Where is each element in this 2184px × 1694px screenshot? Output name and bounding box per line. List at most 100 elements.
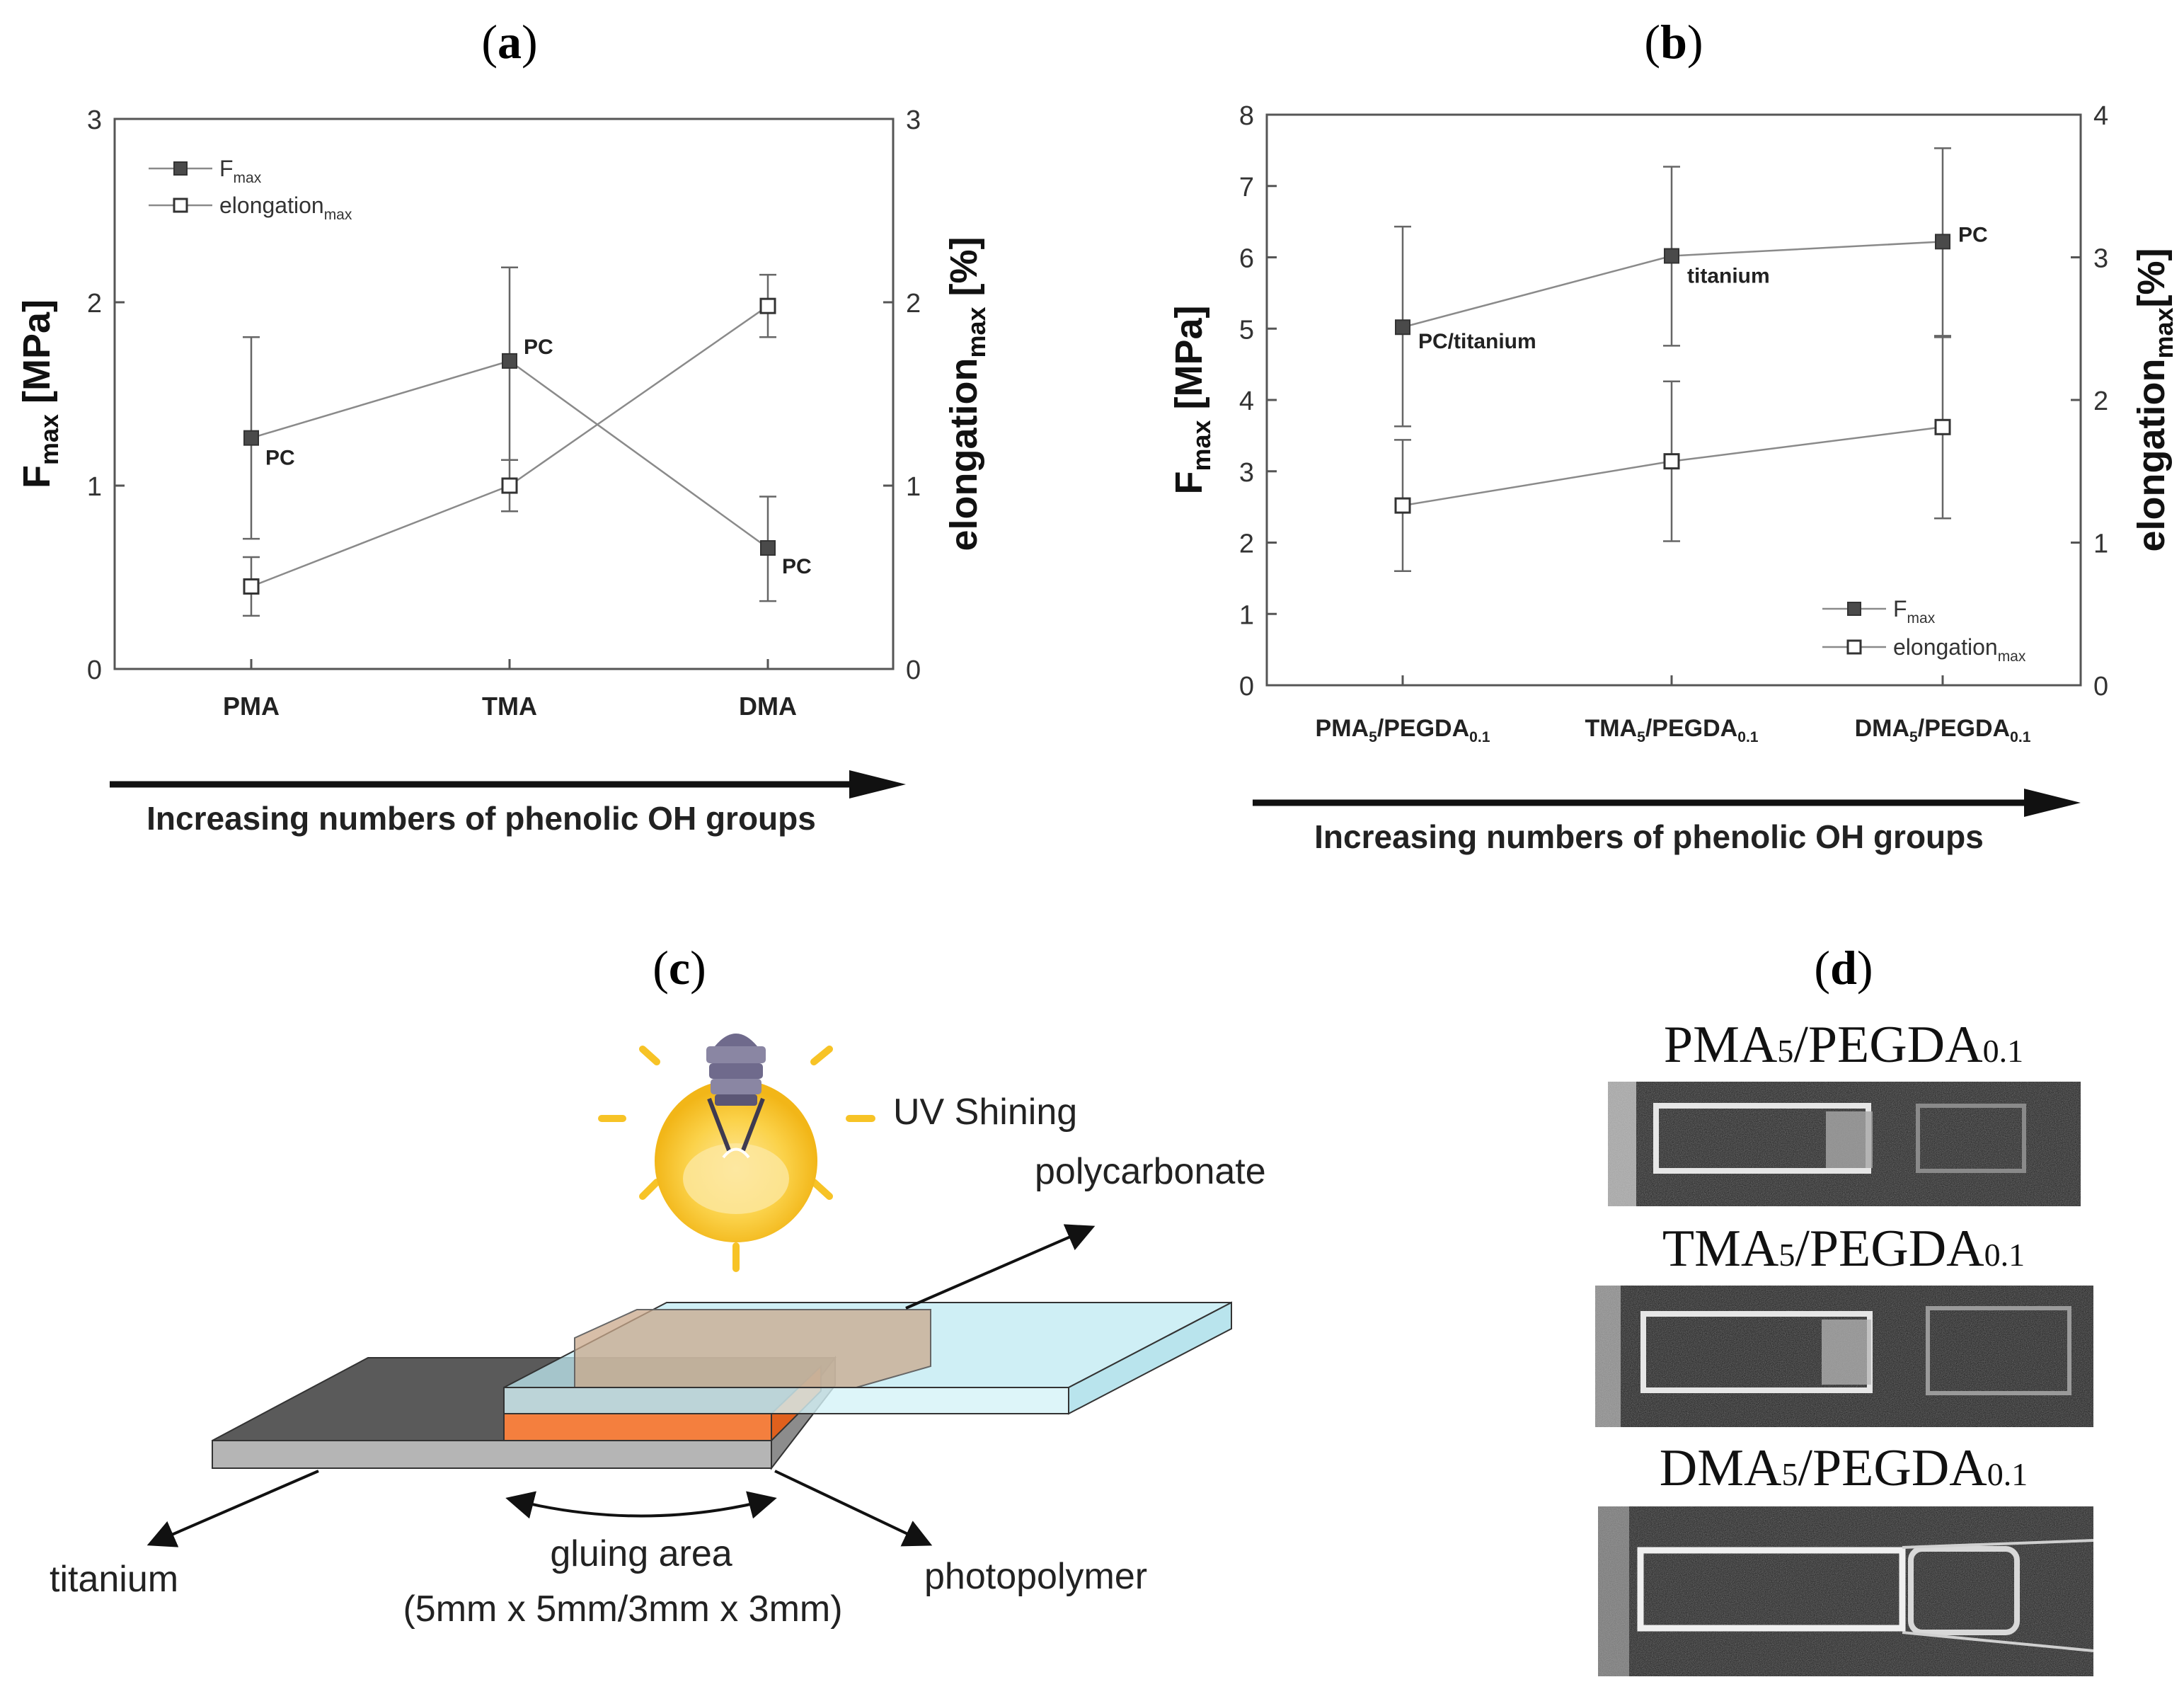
category-main: /PEGDA [1645, 715, 1737, 742]
point-annotation: PC [1958, 223, 1988, 246]
photopolymer-front [503, 1413, 772, 1441]
titanium-label: titanium [50, 1559, 178, 1600]
photo-edge [1598, 1506, 1629, 1676]
uv-bulb-icon [655, 1034, 817, 1242]
point-annotation: PC [524, 336, 553, 359]
legend-marker-filled [173, 161, 188, 176]
ray-downleft [639, 1179, 660, 1200]
arrow-b-label: Increasing numbers of phenolic OH groups [1314, 818, 1984, 855]
sample-photo-tma [1595, 1286, 2093, 1427]
legend-marker-filled [1847, 602, 1861, 616]
bulb-filament [722, 1148, 750, 1159]
category-sub: 0.1 [1469, 729, 1490, 745]
sample-label-tma: TMA5/PEGDA0.1 [1662, 1220, 2025, 1278]
gluing-area-dimensions: (5mm x 5mm/3mm x 3mm) [403, 1589, 842, 1630]
polycarbonate-label: polycarbonate [1035, 1151, 1266, 1192]
photo-texture [1598, 1506, 2093, 1676]
legend-main: F [1893, 596, 1907, 622]
y-left-tick-label: 0 [1239, 672, 1254, 702]
legend-sub: max [1907, 610, 1936, 626]
y-right-tick-label: 3 [2093, 244, 2108, 274]
x-category-label: PMA [223, 692, 280, 721]
data-point-elongation_max [759, 297, 776, 314]
category-main: TMA [1585, 715, 1637, 742]
data-point-Fmax [1935, 234, 1950, 250]
axis-title-main: F [16, 465, 58, 488]
point-annotation: PC [782, 555, 812, 578]
category-sub: 0.1 [2010, 729, 2031, 745]
photo-edge [1608, 1082, 1636, 1206]
data-point-elongation_max [1663, 453, 1680, 470]
photopolymer-label: photopolymer [924, 1556, 1147, 1597]
legend-sub: max [234, 170, 262, 186]
axis-title-rest: [MPa] [1168, 305, 1210, 420]
data-point-Fmax [760, 540, 776, 556]
data-point-Fmax [1664, 248, 1679, 264]
bulb-base-4 [715, 1094, 757, 1106]
legend-label: Fmax [1893, 596, 1936, 626]
y-right-tick-label: 4 [2093, 101, 2108, 131]
category-main: /PEGDA [1918, 715, 2010, 742]
legend-marker-open [1846, 639, 1862, 655]
titanium-front [212, 1440, 772, 1469]
sample-substrate [1926, 1306, 2071, 1395]
y-left-tick-label: 6 [1239, 244, 1254, 274]
data-point-Fmax [243, 430, 259, 446]
point-annotation: titanium [1687, 264, 1770, 287]
sample-photo-pma [1608, 1082, 2081, 1206]
y-left-tick-label: 8 [1239, 101, 1254, 131]
y-right-tick-label: 0 [906, 656, 921, 685]
plot-frame [1265, 113, 2082, 687]
photo-edge [1595, 1286, 1621, 1427]
axis-title-main: elongation [2130, 359, 2173, 552]
polycarbonate-front [503, 1387, 1069, 1414]
arrow-b-head [2024, 789, 2081, 817]
sample-substrate-edge-top [1902, 1539, 2094, 1549]
legend-marker-open [173, 198, 188, 213]
axis-title-main: elongation [943, 358, 985, 551]
ray-upright [810, 1046, 833, 1065]
y-right-tick-label: 1 [906, 472, 921, 502]
polycarbonate-side [1068, 1301, 1232, 1415]
gluing-area-label: gluing area [550, 1533, 732, 1574]
y-left-tick-label: 7 [1239, 173, 1254, 202]
data-point-elongation_max [1934, 418, 1951, 435]
legend-sub: max [324, 207, 352, 223]
y-left-tick-label: 3 [1239, 458, 1254, 488]
panel-c-title: (c) [653, 941, 706, 995]
y-left-axis-title: Fmax [MPa] [1168, 305, 1216, 494]
panel-c: (c) UV Shining polycarbonate [50, 941, 1266, 1630]
panel-d: (d) PMA5/PEGDA0.1 TMA5/PEGDA0.1 DMA5/PEG… [1595, 941, 2094, 1676]
x-category-label: PMA5/PEGDA0.1 [1316, 715, 1490, 745]
y-left-tick-label: 1 [87, 472, 102, 502]
category-main: DMA [1855, 715, 1909, 742]
y-right-axis-title: elongationmax[%] [2130, 248, 2178, 551]
legend-main: F [219, 156, 234, 181]
sample-photo-dma [1598, 1506, 2094, 1676]
y-right-tick-label: 3 [906, 105, 921, 135]
axis-title-sub: max [1187, 420, 1216, 471]
plot-frame [113, 118, 895, 670]
panel-b-letter: b [1660, 15, 1687, 69]
legend-label: elongationmax [219, 193, 352, 223]
x-category-label: DMA5/PEGDA0.1 [1855, 715, 2031, 745]
axis-title-sub: max [2149, 307, 2178, 358]
sample-strip [1637, 1547, 1906, 1632]
bulb-base-1 [706, 1046, 766, 1063]
data-point-Fmax [502, 353, 517, 369]
photopolymer-arrow [774, 1470, 933, 1547]
point-annotation: PC [265, 447, 295, 470]
sample-substrate [1916, 1104, 2026, 1173]
y-right-axis-title: elongationmax [%] [943, 236, 991, 551]
panel-b-title: (b) [1644, 15, 1703, 69]
category-sub: 0.1 [1737, 729, 1759, 745]
y-right-tick-label: 0 [2093, 672, 2108, 702]
x-category-label: TMA [482, 692, 537, 721]
category-main: PMA [1316, 715, 1369, 742]
y-right-tick-label: 2 [2093, 387, 2108, 416]
gluing-area-overlay [574, 1309, 931, 1388]
y-left-tick-label: 5 [1239, 315, 1254, 345]
polycarbonate-arrow [905, 1224, 1096, 1310]
